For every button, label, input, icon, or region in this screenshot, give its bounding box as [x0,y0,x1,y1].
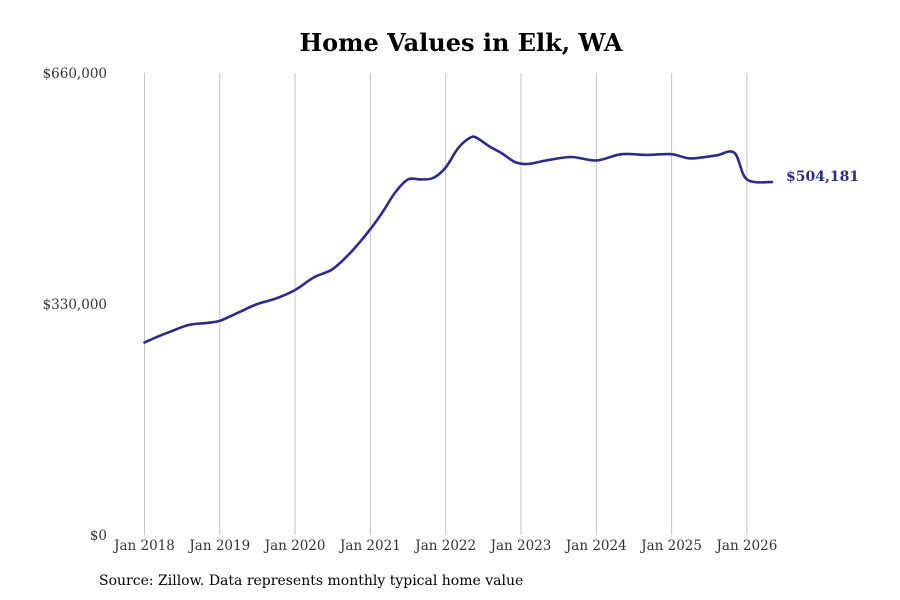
x-axis-ticks: Jan 2018 Jan 2019 Jan 2020 Jan 2021 Jan 2022… [112,538,777,554]
x-tick-label: Jan 2025 [639,538,702,554]
gridlines [144,73,748,535]
x-tick-label: Jan 2018 [112,538,175,554]
y-axis-ticks: $0 $330,000 $660,000 [43,66,107,544]
y-tick-label: $0 [90,528,107,544]
y-tick-label: $660,000 [43,66,107,82]
x-tick-label: Jan 2020 [263,538,326,554]
series-layer [143,135,774,344]
source-note: Source: Zillow. Data represents monthly … [99,573,524,589]
x-tick-label: Jan 2022 [413,538,476,554]
x-tick-label: Jan 2026 [714,538,777,554]
x-tick-label: Jan 2024 [564,538,627,554]
x-tick-label: Jan 2021 [338,538,401,554]
y-tick-label: $330,000 [43,297,107,313]
x-tick-label: Jan 2019 [187,538,250,554]
chart-title: Home Values in Elk, WA [299,28,623,57]
series-line [143,135,774,344]
end-value-label: $504,181 [786,169,859,185]
x-tick-label: Jan 2023 [489,538,552,554]
